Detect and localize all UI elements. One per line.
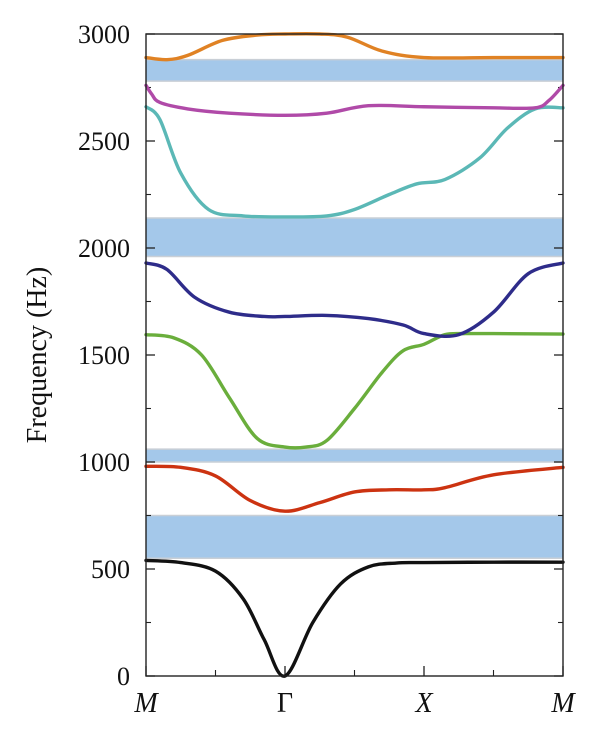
band-gap-2 <box>146 449 563 462</box>
band-curve-4 <box>144 261 565 339</box>
y-tick-label: 500 <box>91 555 130 584</box>
y-tick-labels: 0 500 1000 1500 2000 2500 3000 <box>78 20 130 691</box>
band-gap-1 <box>146 515 563 559</box>
y-tick-label: 0 <box>117 662 130 691</box>
band-curve-7 <box>144 32 565 62</box>
tick-marks <box>145 33 564 677</box>
band-curve-1 <box>144 558 565 678</box>
band-curve-5 <box>144 105 565 219</box>
band-gap-regions <box>146 58 563 560</box>
band-curve-6 <box>144 83 565 118</box>
band-gap-3 <box>146 218 563 257</box>
band-curve-2 <box>144 464 565 513</box>
y-tick-label: 2000 <box>78 234 130 263</box>
y-tick-label: 1500 <box>78 341 130 370</box>
y-tick-label: 3000 <box>78 20 130 49</box>
x-tick-label: Γ <box>277 688 293 719</box>
band-gap-4 <box>146 59 563 82</box>
plot-frame <box>145 33 564 677</box>
x-tick-label: M <box>550 688 576 719</box>
y-tick-label: 1000 <box>78 448 130 477</box>
x-tick-label: X <box>414 688 433 719</box>
y-axis-label: Frequency (Hz) <box>22 267 53 443</box>
dispersion-curves <box>144 32 565 678</box>
y-tick-label: 2500 <box>78 127 130 156</box>
band-curve-3 <box>144 331 565 450</box>
x-tick-label: M <box>133 688 159 719</box>
